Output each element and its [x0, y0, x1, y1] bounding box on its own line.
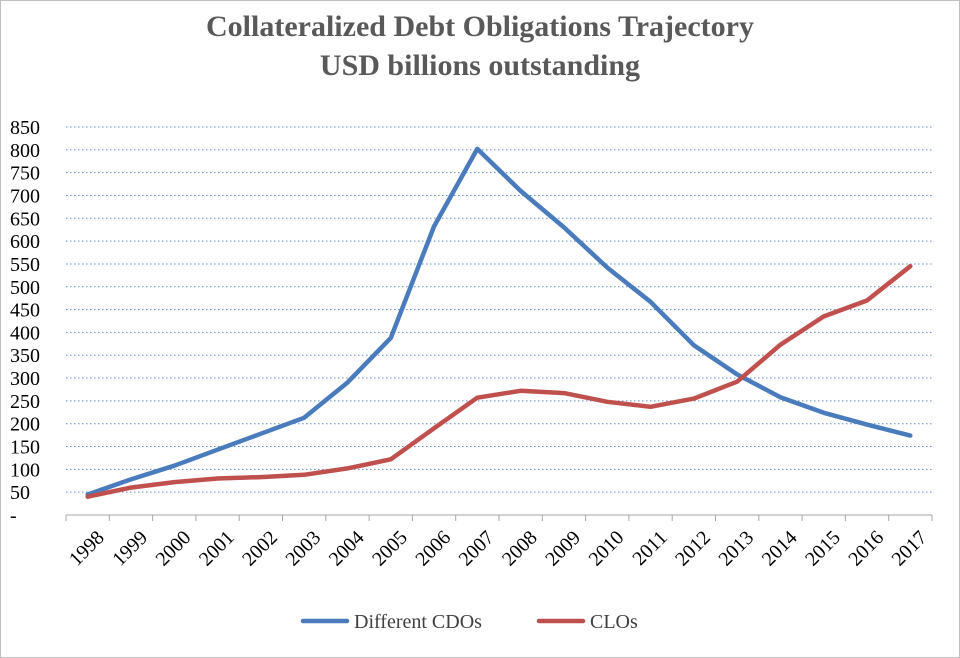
x-tick-label: 2010 [585, 527, 629, 571]
x-tick-label: 2009 [541, 527, 585, 571]
x-tick-label: 2001 [195, 527, 239, 571]
x-tick-label: 2003 [281, 527, 325, 571]
x-tick-label: 2006 [411, 527, 455, 571]
x-tick-label: 2015 [801, 527, 845, 571]
y-tick-label: 450 [10, 300, 40, 322]
x-tick-label: 2014 [758, 527, 802, 571]
y-tick-label: 850 [10, 117, 40, 139]
x-tick-label: 2002 [238, 527, 282, 571]
y-tick-label: 300 [10, 368, 40, 390]
y-tick-label: 700 [10, 185, 40, 207]
y-tick-label: 500 [10, 277, 40, 299]
x-tick-label: 2013 [714, 527, 758, 571]
chart-subtitle: USD billions outstanding [319, 49, 641, 82]
x-tick-label: 2012 [671, 527, 715, 571]
x-tick-label: 2016 [844, 527, 888, 571]
y-tick-label: 100 [10, 459, 40, 481]
x-tick-label: 2005 [368, 527, 412, 571]
y-tick-label: 750 [10, 163, 40, 185]
x-tick-label: 1999 [108, 527, 152, 571]
y-tick-label: 350 [10, 345, 40, 367]
y-axis-ticks: -501001502002503003504004505005506006507… [10, 117, 40, 527]
x-tick-label: 1998 [65, 527, 109, 571]
legend: Different CDOs CLOs [300, 611, 638, 633]
series-line-clos [85, 263, 913, 499]
x-tick-label: 2004 [325, 527, 369, 571]
legend-label: CLOs [590, 611, 638, 633]
legend-label: Different CDOs [354, 611, 482, 633]
y-tick-label: 600 [10, 231, 40, 253]
y-tick-label: 800 [10, 140, 40, 162]
y-tick-label: 150 [10, 437, 40, 459]
gridlines [66, 126, 932, 493]
y-tick-label: 50 [10, 482, 30, 504]
y-tick-label: 400 [10, 322, 40, 344]
x-tick-label: 2011 [628, 527, 671, 570]
y-tick-label: 250 [10, 391, 40, 413]
y-tick-label: 650 [10, 208, 40, 230]
axes [65, 514, 933, 521]
x-tick-label: 2007 [455, 527, 499, 571]
y-tick-label: 550 [10, 254, 40, 276]
x-tick-label: 2000 [152, 527, 196, 571]
chart-title: Collateralized Debt Obligations Trajecto… [206, 10, 754, 43]
x-tick-label: 2008 [498, 527, 542, 571]
y-tick-label: - [10, 505, 17, 527]
series-lines [85, 146, 913, 499]
y-tick-label: 200 [10, 414, 40, 436]
series-line-different-cdos [85, 146, 913, 497]
x-axis-ticks: 1998 1999 2000 2001 2002 2003 2004 2005 2006 2007… [65, 527, 932, 571]
x-tick-label: 2017 [888, 527, 932, 571]
